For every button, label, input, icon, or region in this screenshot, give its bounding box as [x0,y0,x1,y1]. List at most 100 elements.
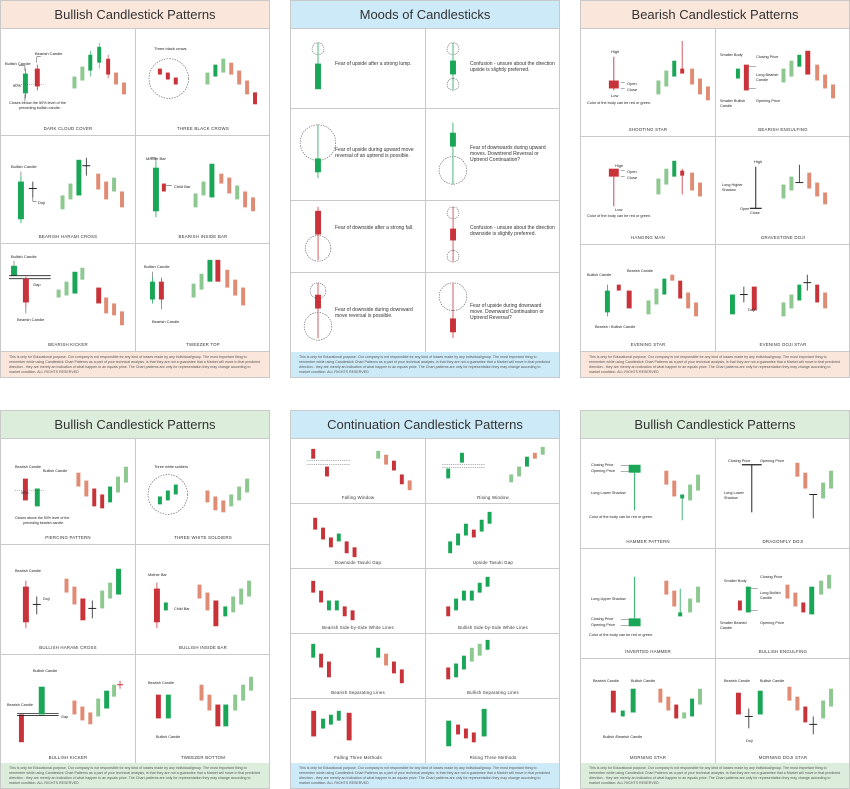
label-open: Open [627,81,637,86]
label-three-white-soldiers: Three white soldiers [154,465,188,469]
label-close: Close [627,87,638,92]
caption: Upside Tasuki Gap [472,560,514,565]
mood-cell-1: Fear of upside after a strong lump. [291,29,426,109]
disclaimer: This is only for Educational purpose. Ou… [291,352,559,377]
label-long-upper-shadow: Long Upper Shadow [591,597,626,601]
three-black-crows-figure [148,58,257,105]
cell-tweezer-bottom: Bearish Candle Bullish Candle TWEEZER BO… [136,655,269,765]
label-closing-price: Closing Price [728,459,751,463]
label-doji: Doji [748,307,755,312]
mood-cell-5: Fear of downside after a strong fall. [291,201,426,273]
cell-bullish-separating-lines: Bullish Separating Lines [426,634,559,699]
label-bullish-candle: Bullish Candle [631,679,656,683]
caption: GRAVESTONE DOJI [760,235,806,240]
label-bullish-candle: Bullish Candle [43,469,68,473]
label-note-line1: Closes below the 50% level of the [9,101,66,105]
mood-text: Fear of downwards during upward moves. D… [470,145,546,164]
label-smaller-body: Smaller Body [724,579,747,583]
label-bullish-candle: Bullish Candle [144,264,170,269]
label-long-bearish-candle: Long Bearish Candle [756,73,779,82]
cell-tweezer-top: Bullish Candle Bearish Candle TWEEZER TO… [136,244,269,352]
bearish-kicker-figure [9,260,124,326]
cell-rising-window: Rising Window [426,439,559,504]
cell-hammer-pattern: Closing Price Opening Price Long Lower S… [581,439,716,549]
label-closing-price: Closing Price [591,463,614,467]
label-fifty-percent: 50% [21,491,29,495]
label-note: Color of the body can be red or green. [587,214,652,218]
cell-bearish-inside-bar: Mother Bar Child Bar BEARISH INSIDE BAR [136,136,269,244]
caption: Falling Three Methods [334,755,382,760]
panel-bullish-patterns-3: Bullish Candlestick Patterns Closing Pri… [580,410,850,789]
label-bullish-candle: Bullish Candle [587,273,612,277]
mood-text: Fear of upside during downward move. Dow… [470,303,544,322]
caption: PIERCING PATTERN [45,535,91,540]
cell-bullish-engulfing: Smaller Body Closing Price Long Bullish … [716,549,849,659]
label-bearish-candle: Bearish Candle [35,51,63,56]
cell-shooting-star: High Open Close Low Color of the body ca… [581,29,716,137]
caption: BEARISH KICKER [48,342,88,347]
disclaimer: This is only for Educational purpose. Ou… [291,763,559,788]
mood-text: Fear of upside after a strong lump. [335,61,412,67]
mood-text: Fear of downside after a strong fall. [335,225,414,231]
cell-evening-doji-star: Doji EVENING DOJI STAR [716,245,849,352]
cell-bullish-harami-cross: Bearish Candle Doji BULLISH HARAMI CROSS [1,545,136,655]
label-note-line1: Closes above the 50% level of the [15,516,70,520]
label-note-line2: preceding bearish candle. [23,521,65,525]
cell-dark-cloud-cover: Bearish Candle Bullish Candle 50% Closes… [1,29,136,136]
caption: Rising Window [477,495,509,500]
label-bearish-candle: Bearish Candle [593,679,619,683]
caption: Bullish Separating Lines [467,690,519,695]
label-opening-price: Opening Price [591,469,616,473]
cell-morning-doji-star: Bearish Candle Bullish Candle Doji MORNI… [716,659,849,765]
label-bullish-candle: Bullish Candle [5,61,31,66]
cell-downside-tasuki-gap: Downside Tasuki Gap [291,504,426,569]
caption: BEARISH HARAMI CROSS [38,234,98,239]
mood-text: Fear of upside during upward move revers… [335,147,414,160]
caption: DRAGONFLY DOJI [762,539,804,544]
label-bearish-candle: Bearish Candle [15,569,41,573]
panel-title: Bullish Candlestick Patterns [1,411,269,439]
label-note: Color of the body can be red or green. [589,633,654,637]
cell-bullish-inside-bar: Mother Bar Child Bar BULLISH INSIDE BAR [136,545,269,655]
caption: BULLISH HARAMI CROSS [39,645,97,650]
cell-gravestone-doji: High Long Higher Shadow Open Close GRAVE… [716,137,849,245]
panel-bullish-patterns-2: Bullish Candlestick Patterns Bearish Can… [0,410,270,789]
caption: DARK CLOUD COVER [43,126,93,131]
mood-text: Confusion - unsure about the direction d… [470,225,555,238]
bearish-harami-cross-figure [17,157,124,224]
dark-cloud-cover-figure [15,42,126,102]
caption: MORNING STAR [629,755,667,760]
panel-title: Bullish Candlestick Patterns [581,411,849,439]
label-bullish-bearish-candle: Bullish /Bearish Candle [603,735,643,739]
caption: BULLISH INSIDE BAR [178,645,227,650]
label-bullish-candle: Bullish Candle [11,254,37,259]
label-closing-price: Closing Price [591,617,614,621]
disclaimer: This is only for Educational purpose. Ou… [1,352,269,377]
tweezer-top-figure [149,259,246,310]
label-child-bar: Child Bar [174,607,190,611]
label-mother-bar: Mother Bar [146,156,166,161]
cell-piercing-pattern: Bearish Candle Bullish Candle 50% Closes… [1,439,136,545]
label-low: Low [611,93,619,98]
label-opening-price: Opening Price [760,621,785,625]
cell-evening-star: Bullish Candle Bearish Candle Bearish / … [581,245,716,352]
label-close: Close [627,175,638,180]
caption: Bearish Side-by-Side White Lines [322,625,394,630]
mood-cell-3: Fear of upside during upward move revers… [291,109,426,201]
label-note: Color of the body can be red or green. [589,515,654,519]
caption: BEARISH ENGULFING [758,127,808,132]
label-open: Open [740,207,750,211]
label-three-black-crows: Three black crows [154,46,187,51]
label-doji: Doji [38,200,45,205]
caption: SHOOTING STAR [628,127,668,132]
label-high: High [611,49,620,54]
label-bearish-candle: Bearish Candle [627,269,653,273]
mood-cell-6: Confusion - unsure about the direction d… [426,201,559,273]
cell-bearish-separating-lines: Bearish Separating Lines [291,634,426,699]
caption: TWEEZER TOP [186,342,220,347]
label-close: Close [750,211,760,215]
label-child-bar: Child Bar [174,184,191,189]
disclaimer: This is only for Educational purpose. Ou… [1,763,269,788]
caption: BULLISH KICKER [48,755,88,760]
label-bearish-candle: Bearish Candle [17,317,45,322]
